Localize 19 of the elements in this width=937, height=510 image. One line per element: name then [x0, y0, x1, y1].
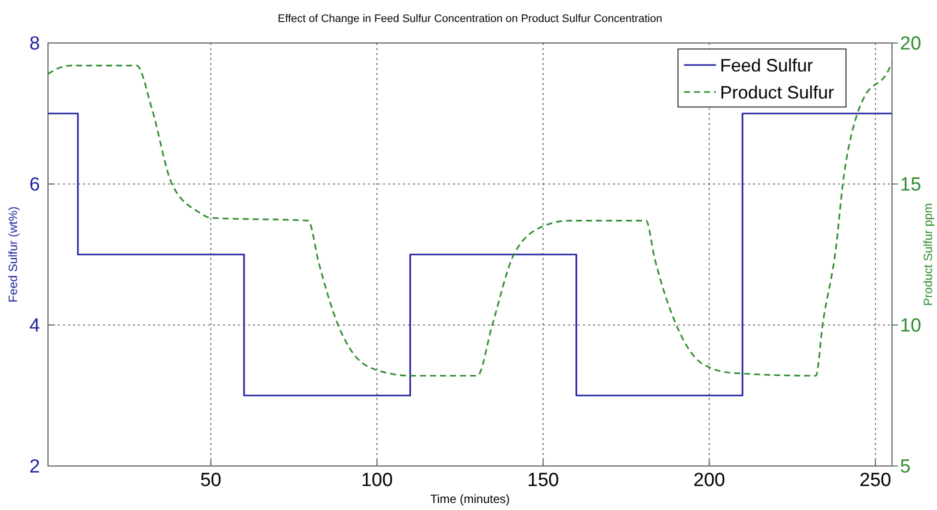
y-tick-label: 8: [29, 34, 40, 55]
y2-tick-label: 10: [900, 316, 922, 337]
x-tick-label: 250: [860, 470, 892, 491]
x-axis-title: Time (minutes): [430, 492, 510, 506]
y2-tick-label: 15: [900, 174, 922, 196]
y2-axis-title: Product Sulfur ppm: [921, 203, 935, 306]
x-tick-label: 200: [693, 470, 726, 491]
x-tick-label: 100: [361, 470, 393, 491]
y-axis-title: Feed Sulfur (wt%): [6, 206, 20, 303]
legend-label: Product Sulfur: [720, 82, 834, 102]
x-tick-label: 50: [200, 470, 222, 491]
chart-title: Effect of Change in Feed Sulfur Concentration on Product Sulfur Concentration: [278, 13, 662, 25]
y2-tick-label: 5: [900, 456, 911, 478]
y2-tick-label: 20: [900, 34, 922, 55]
y-tick-label: 4: [29, 316, 40, 337]
legend-label: Feed Sulfur: [720, 55, 814, 76]
y-tick-label: 6: [29, 174, 40, 196]
x-tick-label: 150: [527, 470, 559, 491]
y-tick-label: 2: [29, 456, 40, 478]
